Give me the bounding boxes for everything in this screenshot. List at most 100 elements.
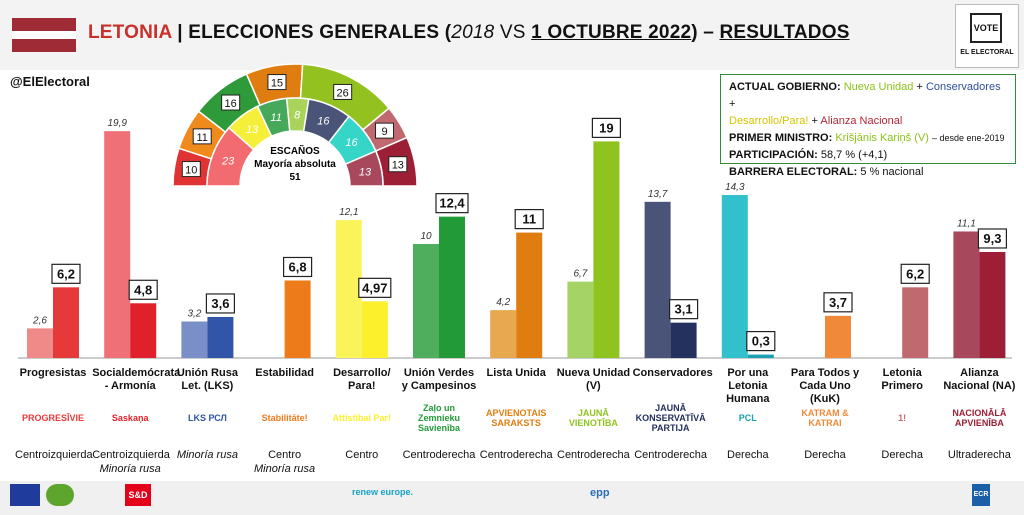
seats-2022-value: 9 [381,126,387,138]
bar-2018 [335,220,362,358]
ideology-label: Centroderecha [633,448,709,462]
pm-name: Krišjānis Kariņš (V) [835,132,929,144]
seats-2018-value: 13 [246,124,259,136]
data-label-2022: 3,1 [675,302,693,317]
gov-party-2: Conservadores [925,81,1001,93]
party-logo: Attīstībai Par! [332,413,392,423]
data-label-box-2022 [358,277,392,298]
bar-2022 [593,141,620,358]
bar-2022 [439,216,465,358]
seats-2018-value: 16 [345,137,358,149]
bar-2022 [670,322,697,358]
ideology-label: Centroizquierda Minoría rusa [92,448,170,476]
data-label-2022: 4,97 [362,280,387,295]
ecr-logo: ECR [972,484,990,506]
data-label-2022: 0,3 [752,334,770,349]
seats-2018-value: 23 [221,156,235,168]
bar-2018 [644,201,671,358]
title-date-new: 1 OCTUBRE 2022 [531,22,692,43]
majority-label: Mayoría absoluta [254,159,336,170]
category-label: Socialdemócrata - Armonía [92,367,181,392]
data-label-2018: 4,2 [496,297,510,308]
gov-plus-2: + [729,98,736,110]
data-label-box-2022 [900,263,930,284]
ideology-main: Ultraderecha [947,449,1011,461]
data-label-2018: 12,1 [339,207,358,218]
category-label: Conservadores [632,367,713,379]
bar-2022 [130,303,157,358]
epp-logo: epp [590,487,610,499]
category-label: Unión Rusa Let. (LKS) [176,367,238,392]
sd-group-logo: S&D [125,484,151,506]
data-label-2022: 12,4 [439,196,465,211]
seats-2018-value: 16 [317,115,330,127]
ballot-box-icon: VOTE [970,13,1002,43]
seats-2022-value-box [267,74,287,91]
bar-2018 [953,231,980,358]
bar-2022 [361,301,388,358]
ideology-label: Minoría rusa [169,448,245,462]
category-label: Estabilidad [255,367,314,379]
bar-2022 [979,251,1006,358]
majority-value: 51 [289,172,301,183]
data-label-2018: 14,3 [725,182,745,193]
seats-2018-value: 11 [270,112,281,124]
seats-2022-value-box [192,128,212,145]
bar-2022 [284,280,311,358]
bar-2022 [902,287,929,358]
ideology-main: Centroderecha [479,449,553,461]
ideology-label: Centroderecha [555,448,631,462]
seats-2022-value-box [181,161,201,178]
party-logo: JAUNĀ KONSERVATĪVĀ PARTIJA [635,403,706,433]
ideology-main: Centroderecha [402,449,476,461]
ideology-label: Derecha [787,448,863,462]
ideology-main: Centro [345,449,379,461]
seats-2022-value: 11 [196,132,207,144]
seats-2022-value: 13 [392,160,404,172]
data-label-box-2022 [205,293,235,314]
party-logo: Saskaņa [111,413,149,423]
ideology-label: Derecha [710,448,786,462]
barrier-value: 5 % nacional [860,166,924,178]
seats-2022-value: 26 [337,87,349,99]
category-label: Unión Verdes y Campesinos [401,367,477,392]
ideology-label: Centro [324,448,400,462]
seats-2018-segment [285,97,310,133]
gov-plus-3: + [808,115,821,127]
category-label: Alianza Nacional (NA) [943,367,1016,392]
ideology-note: Minoría rusa [176,449,238,461]
twitter-handle: @ElElectoral [10,74,90,89]
category-label: Progresistas [19,367,87,379]
party-logo: PROGRESĪVIE [21,413,84,423]
seats-2018-segment [302,98,350,144]
title-vs: VS [494,22,532,43]
footer-band [0,481,1024,515]
ideology-main: Derecha [727,449,769,461]
data-label-box-2022 [668,299,699,320]
bar-2022 [53,287,79,358]
gov-plus-1: + [913,81,926,93]
data-label-box-2022 [746,330,776,352]
data-label-2018: 3,2 [187,309,201,320]
bar-2022 [747,354,774,358]
party-logo: APVIENOTAIS SARAKSTS [486,408,547,428]
data-label-2022: 3,7 [829,295,847,310]
bar-2022 [207,316,234,358]
title-separator: | [177,22,183,43]
seats-2022-value: 16 [225,98,237,110]
bar-2018 [27,328,53,358]
seats-2022-value-box [333,83,353,100]
seats-2022-value: 10 [185,165,197,177]
pm-since: – desde ene-2019 [931,133,1005,143]
gov-party-1: Nueva Unidad [843,81,914,93]
category-label: Nueva Unidad (V) [556,367,631,392]
data-label-box-2022 [591,117,622,139]
party-logo: NACIONĀLĀ APVIENĪBA [952,408,1007,428]
data-label-2022: 9,3 [983,231,1001,246]
ideology-main: Centroizquierda [15,449,93,461]
data-label-box-2022 [435,193,469,214]
ideology-main: Centroderecha [634,449,707,461]
seats-title: ESCAÑOS [270,144,320,157]
gov-party-3: Desarrollo/Para! [729,115,809,127]
party-logo: 1! [898,413,907,423]
